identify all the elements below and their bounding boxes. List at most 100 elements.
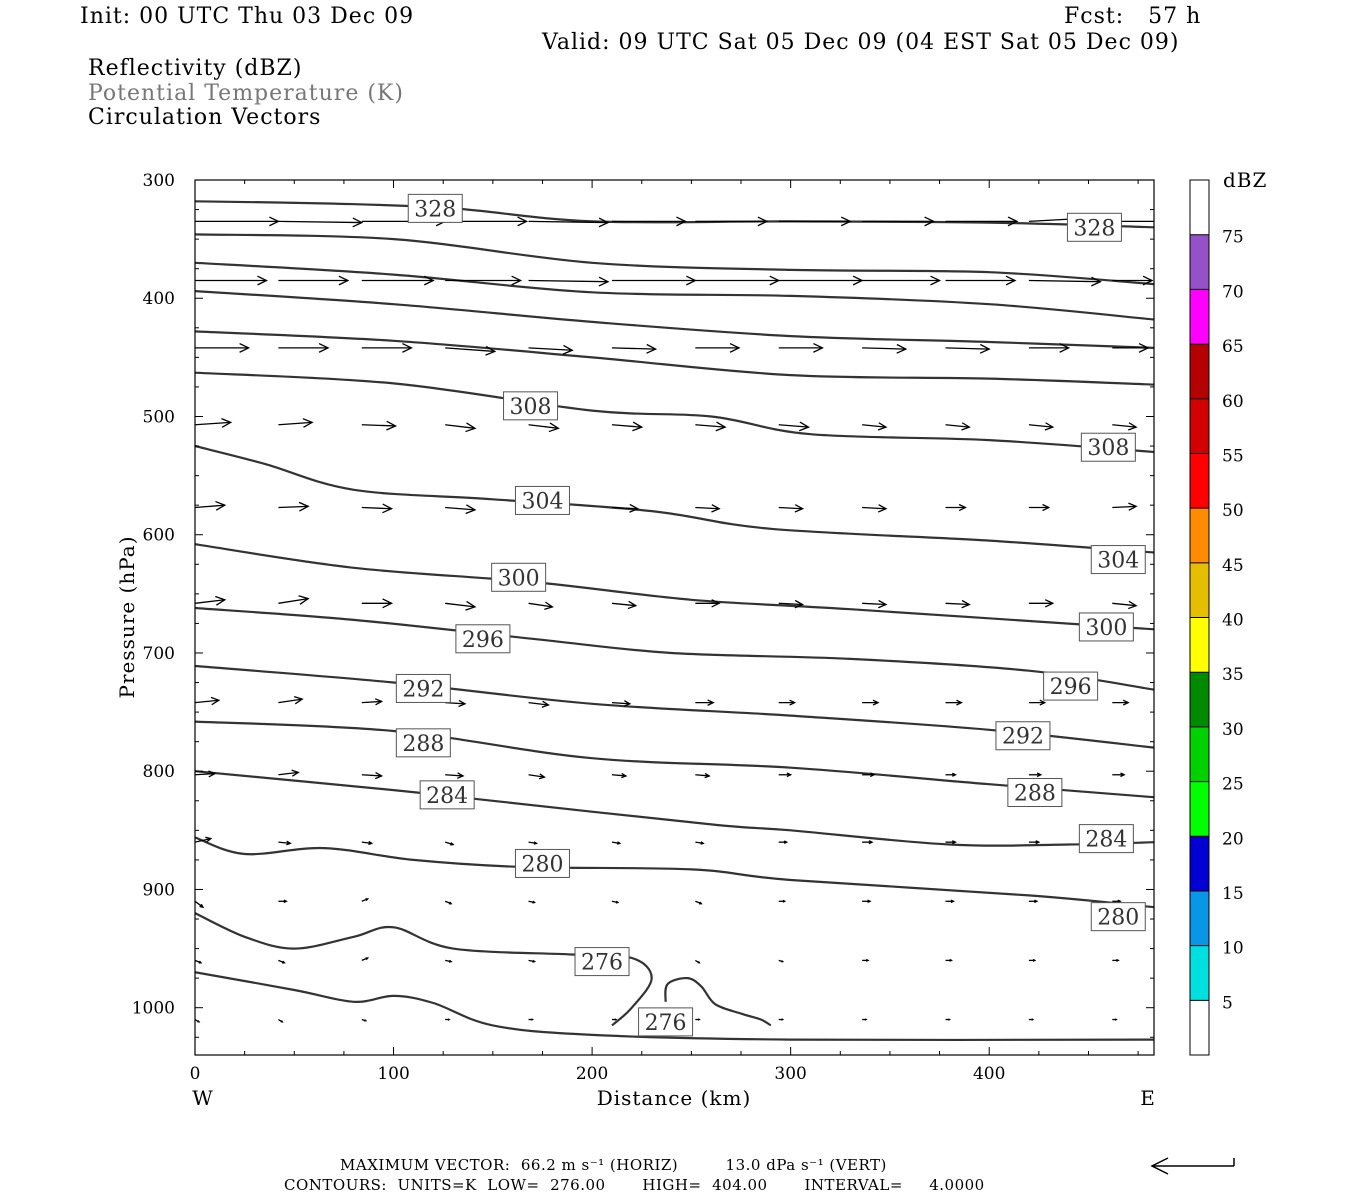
x-tick-label: 400 (973, 1064, 1005, 1084)
circulation-vector (945, 699, 963, 706)
colorbar-box (1190, 234, 1209, 290)
circulation-vector (945, 216, 1019, 227)
x-axis-label: Distance (km) (597, 1086, 752, 1110)
circulation-vectors (195, 213, 1154, 1023)
contour-label: 296 (1043, 671, 1099, 701)
contour-line-280 (195, 836, 1154, 909)
x-tick-label: 0 (190, 1064, 201, 1084)
circulation-vector (361, 698, 384, 706)
contour-label-text: 284 (1085, 828, 1127, 853)
colorbar-box (1190, 562, 1209, 618)
circulation-vector (528, 601, 554, 610)
contour-label-text: 296 (462, 628, 504, 653)
field-potential-temperature: Potential Temperature (K) (88, 81, 404, 106)
contour-label: 276 (574, 947, 630, 977)
colorbar-title: dBZ (1223, 168, 1267, 192)
colorbar-label: 25 (1222, 775, 1244, 795)
circulation-vector (195, 275, 268, 286)
circulation-vector (945, 772, 957, 777)
circulation-vector (195, 696, 221, 706)
forecast-hour: Fcst: 57 h (1064, 4, 1202, 29)
valid-time: Valid: 09 UTC Sat 05 Dec 09 (04 EST Sat … (542, 30, 1180, 55)
contour-label-text: 304 (1097, 549, 1139, 574)
circulation-vector (1028, 342, 1071, 353)
circulation-vector (1028, 1018, 1035, 1021)
colorbar-box (1190, 289, 1209, 345)
contour-label: 284 (1078, 824, 1134, 854)
contour-label-text: 308 (1087, 436, 1129, 461)
circulation-vector (945, 899, 955, 904)
circulation-vector (445, 1018, 451, 1021)
circulation-vector (278, 595, 310, 605)
colorbar-box (1190, 180, 1209, 235)
maximum-vector-info: MAXIMUM VECTOR: 66.2 m s⁻¹ (HORIZ) 13.0 … (340, 1156, 887, 1174)
colorbar-label: 45 (1222, 556, 1244, 576)
circulation-vector (611, 772, 628, 779)
circulation-vector (695, 699, 715, 706)
contour-line-324 (195, 233, 1154, 286)
contour-line-304 (195, 444, 1154, 554)
circulation-vector (862, 275, 942, 286)
circulation-vector (361, 503, 394, 514)
circulation-vector (695, 421, 727, 432)
circulation-vector (695, 1018, 701, 1021)
circulation-vector (1112, 958, 1120, 962)
circulation-vector (361, 771, 384, 780)
y-tick-label: 500 (143, 407, 175, 427)
circulation-vector (611, 216, 687, 227)
circulation-vector (361, 598, 394, 609)
circulation-vector (1028, 958, 1037, 962)
y-axis-label: Pressure (hPa) (115, 536, 139, 699)
colorbar-label: 30 (1222, 720, 1244, 740)
circulation-vector (445, 275, 523, 286)
circulation-vector (1112, 772, 1126, 778)
circulation-vector (945, 422, 971, 431)
contour-label-text: 304 (521, 489, 563, 514)
circulation-vector (278, 769, 300, 777)
circulation-vector (1112, 220, 1154, 223)
circulation-vector (778, 699, 797, 706)
circulation-vector (778, 772, 793, 778)
colorbar-box (1190, 1000, 1209, 1055)
init-time: Init: 00 UTC Thu 03 Dec 09 (80, 4, 415, 29)
y-tick-label: 800 (143, 762, 175, 782)
colorbar-box (1190, 726, 1209, 782)
colorbar-label: 50 (1222, 501, 1244, 521)
circulation-vector (862, 343, 908, 354)
circulation-vector (195, 1018, 201, 1023)
contour-label-text: 300 (1085, 616, 1127, 641)
circulation-vector (278, 959, 286, 964)
contour-line-292 (195, 664, 1154, 749)
contour-label: 328 (1066, 212, 1122, 242)
circulation-vector (1028, 503, 1051, 512)
circulation-vector (361, 1018, 368, 1022)
circulation-vector (1112, 342, 1150, 353)
circulation-vector (445, 959, 453, 963)
circulation-vector (445, 504, 477, 515)
contour-label-text: 276 (581, 951, 623, 976)
circulation-vector (862, 699, 880, 706)
circulation-vector (444, 900, 453, 905)
contour-label-text: 328 (1073, 216, 1115, 241)
circulation-vector (361, 840, 374, 846)
circulation-vector (278, 418, 314, 428)
circulation-vector (945, 275, 1017, 286)
circulation-vector (278, 342, 330, 353)
circulation-vector (778, 275, 864, 286)
circulation-vector (862, 216, 936, 227)
colorbar-label: 65 (1222, 337, 1244, 357)
circulation-vector (528, 276, 610, 287)
circulation-vector (1112, 899, 1122, 904)
colorbar-label: 60 (1222, 392, 1244, 412)
colorbar-box (1190, 781, 1209, 837)
circulation-vector (695, 216, 769, 227)
theta-contours (195, 200, 1154, 1042)
colorbar-frame (1189, 179, 1210, 1056)
contour-label-text: 288 (1014, 782, 1056, 807)
circulation-vector (945, 958, 953, 962)
colorbar-box (1190, 453, 1209, 509)
contour-label: 276 (638, 1007, 694, 1037)
circulation-vector (278, 1018, 284, 1023)
contour-label-text: 308 (510, 395, 552, 420)
circulation-vector (778, 899, 787, 903)
